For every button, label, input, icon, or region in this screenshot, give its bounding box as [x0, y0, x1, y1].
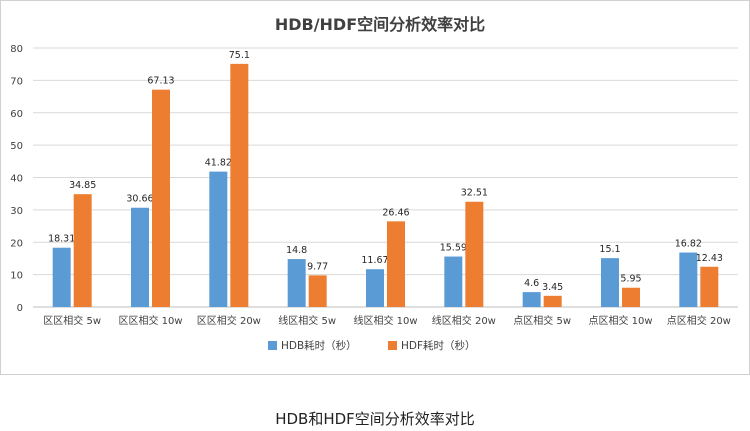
- bar-chart: HDB/HDF空间分析效率对比 0 10 20 30 40 50 60 70 80 18.31 34.…: [0, 0, 750, 375]
- x-tick-label: 区区相交 10w: [118, 314, 182, 327]
- data-label-hdb: 4.6: [524, 278, 539, 289]
- chart-border: [0, 0, 750, 375]
- data-label-hdb: 41.82: [205, 158, 232, 169]
- data-label-hdf: 5.95: [620, 274, 641, 285]
- bar-hdf: [308, 275, 327, 307]
- data-label-hdf: 26.46: [382, 207, 409, 218]
- data-label-hdb: 15.1: [599, 244, 620, 255]
- bar-hdb: [52, 247, 71, 307]
- x-tick-label: 线区相交 20w: [432, 314, 496, 327]
- bar-hdf: [465, 201, 484, 307]
- data-label-hdf: 75.1: [229, 50, 250, 61]
- data-label-hdf: 67.13: [147, 76, 174, 87]
- legend-label-hdb: HDB耗时（秒）: [281, 339, 357, 352]
- data-label-hdb: 14.8: [286, 245, 307, 256]
- bar-hdf: [152, 89, 170, 307]
- chart-frame: HDB/HDF空间分析效率对比 0 10 20 30 40 50 60 70 80 18.31 34.…: [0, 0, 750, 375]
- x-tick-label: 点区相交 10w: [588, 314, 652, 327]
- bar-hdf: [543, 295, 562, 307]
- data-label-hdf: 3.45: [542, 282, 563, 293]
- legend-swatch-hdf: [388, 341, 397, 350]
- y-tick-label: 20: [10, 238, 23, 249]
- bar-hdf: [622, 287, 640, 307]
- x-tick-label: 区区相交 5w: [43, 314, 101, 327]
- y-tick-label: 70: [10, 76, 23, 87]
- data-label-hdf: 9.77: [307, 261, 328, 272]
- bar-hdb: [287, 259, 306, 307]
- x-tick-label: 点区相交 5w: [513, 314, 571, 327]
- data-label-hdb: 18.31: [48, 234, 75, 245]
- x-tick-label: 点区相交 20w: [667, 314, 731, 327]
- bar-hdb: [679, 252, 698, 307]
- data-label-hdb: 15.59: [440, 243, 467, 254]
- legend-swatch-hdb: [268, 341, 277, 350]
- bar-hdb: [522, 292, 541, 307]
- data-label-hdf: 12.43: [696, 253, 723, 264]
- y-tick-label: 80: [10, 44, 23, 55]
- x-tick-label: 线区相交 5w: [278, 314, 336, 327]
- x-tick-label: 线区相交 10w: [353, 314, 417, 327]
- figure-caption: HDB和HDF空间分析效率对比: [275, 410, 475, 428]
- bar-hdb: [366, 269, 384, 307]
- bar-hdf: [230, 63, 249, 307]
- data-label-hdb: 16.82: [675, 239, 702, 250]
- bar-hdb: [131, 207, 149, 307]
- chart-title: HDB/HDF空间分析效率对比: [275, 15, 485, 34]
- legend-label-hdf: HDF耗时（秒）: [401, 339, 476, 352]
- bar-hdb: [601, 258, 619, 307]
- y-tick-label: 0: [17, 303, 23, 314]
- data-label-hdf: 32.51: [461, 188, 488, 199]
- data-label-hdb: 11.67: [361, 255, 388, 266]
- y-tick-label: 60: [10, 109, 23, 120]
- y-tick-label: 50: [10, 141, 23, 152]
- bar-hdf: [387, 221, 405, 307]
- data-label-hdf: 34.85: [69, 180, 96, 191]
- bar-hdf: [700, 266, 719, 307]
- y-tick-label: 30: [10, 206, 23, 217]
- data-label-hdb: 30.66: [126, 194, 153, 205]
- y-tick-label: 10: [10, 271, 23, 282]
- bar-hdb: [209, 171, 228, 307]
- x-tick-label: 区区相交 20w: [197, 314, 261, 327]
- y-tick-label: 40: [10, 174, 23, 185]
- bar-hdf: [73, 194, 92, 307]
- bar-hdb: [444, 256, 463, 307]
